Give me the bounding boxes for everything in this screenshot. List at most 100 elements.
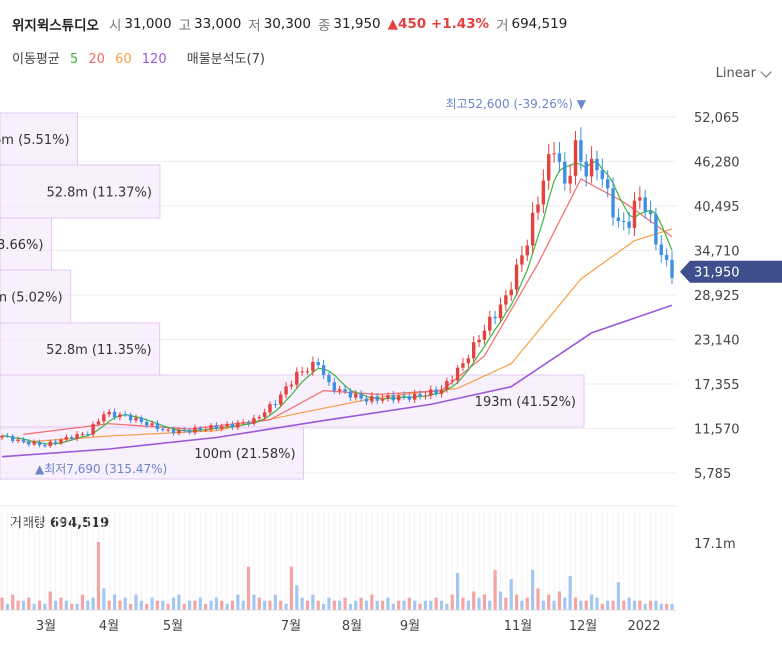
candle-body (53, 441, 58, 444)
candle-body (257, 417, 261, 419)
volume-bar (37, 600, 42, 610)
candle-body (27, 441, 31, 445)
volume-bar (616, 582, 620, 610)
volume-bar (627, 597, 631, 610)
volume-profile-bar (0, 112, 79, 166)
volume-bar (220, 600, 224, 610)
ma120-line (1, 304, 673, 458)
volume-bar (289, 566, 294, 610)
volume-bar (316, 600, 320, 610)
candle-body (659, 244, 663, 255)
candle-body (107, 411, 111, 415)
ma60-legend[interactable]: 60 (115, 52, 132, 67)
candle-body (402, 395, 406, 397)
volume-bar (112, 594, 117, 610)
volume-bar (498, 591, 503, 610)
volume-bar (252, 594, 256, 610)
candle-body (493, 316, 497, 319)
candle-body (504, 295, 508, 305)
candle-body (193, 427, 197, 433)
candle-body (509, 289, 513, 296)
volume-bar (413, 600, 417, 610)
candle-body (123, 414, 127, 416)
candle-body (161, 428, 165, 430)
volume-bar (11, 594, 15, 610)
candle-body (332, 382, 337, 391)
close-label: 종 (317, 18, 331, 34)
volume-bar (284, 603, 288, 610)
volume-bar (456, 572, 460, 610)
candle-body (375, 396, 379, 401)
volume-bar (450, 594, 454, 610)
ma20-legend[interactable]: 20 (88, 52, 105, 67)
candle-body (664, 254, 669, 260)
candle-body (638, 197, 642, 201)
candle-body (220, 426, 224, 429)
volume-bar (209, 600, 213, 610)
volume-bar (225, 603, 229, 610)
candle-body (354, 393, 358, 398)
volume-bar (386, 597, 390, 610)
volume-bar (504, 597, 508, 610)
volume-profile-legend[interactable]: 매물분석도(7) (186, 52, 265, 67)
volume-bar (606, 600, 610, 610)
candle-body (75, 434, 79, 439)
candle-body (86, 434, 90, 436)
x-tick-label: 2022 (627, 619, 660, 634)
candle-body (69, 437, 74, 439)
ma5-legend[interactable]: 5 (69, 52, 79, 67)
candle-body (32, 441, 36, 445)
candle-body (450, 380, 454, 382)
candle-body (289, 384, 294, 387)
candle-body (48, 441, 52, 446)
volume-bar (107, 600, 111, 610)
candle-body (530, 212, 535, 246)
volume-bar (300, 597, 304, 610)
candle-body (279, 394, 283, 405)
candle-body (445, 381, 449, 390)
y-tick-label: 11,570 (694, 423, 740, 438)
ma120-legend[interactable]: 120 (141, 52, 167, 67)
candle-body (16, 439, 20, 441)
volume-bar (64, 600, 68, 610)
volume-bar (654, 600, 658, 610)
candle-body (573, 140, 578, 176)
candle-body (262, 412, 267, 418)
candle-body (386, 395, 390, 399)
volume-bar (327, 597, 331, 610)
volume-bar (145, 603, 149, 610)
low-label: 저 (248, 18, 261, 34)
candle-body (563, 161, 567, 184)
ma5-line (2, 160, 673, 445)
candle-body (209, 425, 213, 430)
candle-body (557, 153, 562, 162)
volume-bar (166, 603, 170, 610)
volume-bar (295, 585, 299, 610)
candle-body (396, 395, 401, 401)
volume-bar (557, 591, 562, 610)
volume-bar (573, 597, 578, 610)
volume-bar (188, 600, 192, 610)
x-tick-label: 9월 (400, 619, 420, 634)
candle-body (112, 411, 117, 418)
volume-bar (584, 600, 588, 610)
volume-profile-label: 23.3m (5.02%) (0, 291, 63, 306)
volume-bar (161, 600, 165, 610)
volume-bar (563, 597, 567, 610)
volume-bar (311, 594, 315, 610)
volume-bar (514, 594, 519, 610)
y-tick-label: 28,925 (694, 289, 740, 304)
volume-bar (509, 579, 513, 610)
candle-body (643, 197, 647, 212)
volume-bar (177, 594, 181, 610)
x-tick-label: 3월 (36, 619, 56, 634)
low-price: 30,300 (263, 16, 311, 32)
volume-bar (129, 603, 133, 610)
volume-bar (80, 594, 84, 610)
scale-selector-label: Linear (715, 66, 756, 81)
stock-name: 위지윅스튜디오 (12, 18, 99, 34)
volume-bar (96, 542, 101, 610)
volume-value: 694,519 (511, 16, 568, 32)
scale-selector[interactable]: Linear (715, 65, 772, 81)
